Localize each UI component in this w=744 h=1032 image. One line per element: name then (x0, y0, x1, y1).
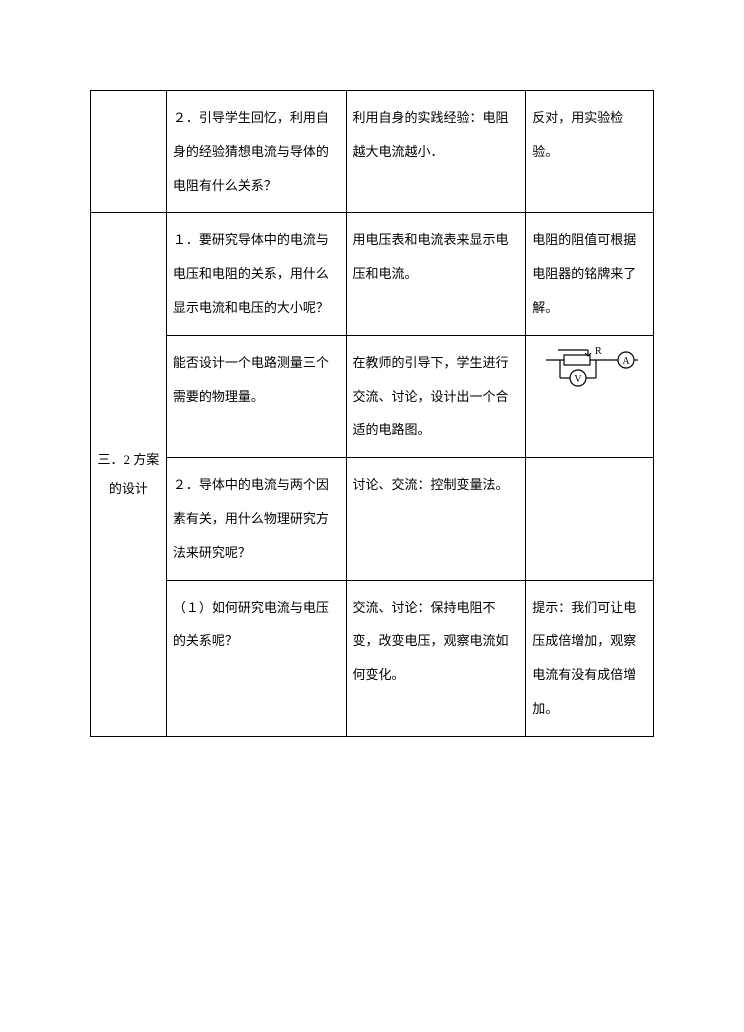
svg-text:R: R (595, 346, 602, 357)
teacher-activity-cell: １．要研究导体中的电流与电压和电阻的关系，用什么显示电流和电压的大小呢？ (166, 213, 346, 335)
circuit-diagram-cell: R A V (526, 335, 654, 457)
note-cell: 电阻的阻值可根据电阻器的铭牌来了解。 (526, 213, 654, 335)
student-activity-cell: 在教师的引导下，学生进行交流、讨论，设计出一个合适的电路图。 (346, 335, 526, 457)
teacher-activity-cell: （１）如何研究电流与电压的关系呢？ (166, 580, 346, 736)
circuit-diagram: R A V (540, 346, 640, 386)
student-activity-cell: 用电压表和电流表来显示电压和电流。 (346, 213, 526, 335)
table-row: （１）如何研究电流与电压的关系呢？ 交流、讨论：保持电阻不变，改变电压，观察电流… (91, 580, 654, 736)
student-activity-cell: 讨论、交流：控制变量法。 (346, 458, 526, 580)
teacher-activity-cell: ２．引导学生回忆，利用自身的经验猜想电流与导体的电阻有什么关系？ (166, 91, 346, 213)
table-row: ２．导体中的电流与两个因素有关，用什么物理研究方法来研究呢？ 讨论、交流：控制变… (91, 458, 654, 580)
section-label-cell: 三．2 方案的设计 (91, 213, 167, 736)
note-cell: 反对，用实验检验。 (526, 91, 654, 213)
section-label-cell (91, 91, 167, 213)
svg-text:A: A (622, 356, 630, 367)
note-cell (526, 458, 654, 580)
svg-text:V: V (574, 374, 582, 385)
teacher-activity-cell: ２．导体中的电流与两个因素有关，用什么物理研究方法来研究呢？ (166, 458, 346, 580)
student-activity-cell: 利用自身的实践经验：电阻越大电流越小． (346, 91, 526, 213)
note-cell: 提示：我们可让电压成倍增加，观察电流有没有成倍增加。 (526, 580, 654, 736)
page-container: ２．引导学生回忆，利用自身的经验猜想电流与导体的电阻有什么关系？ 利用自身的实践… (0, 0, 744, 737)
table-row: 三．2 方案的设计 １．要研究导体中的电流与电压和电阻的关系，用什么显示电流和电… (91, 213, 654, 335)
teacher-activity-cell: 能否设计一个电路测量三个需要的物理量。 (166, 335, 346, 457)
table-row: 能否设计一个电路测量三个需要的物理量。 在教师的引导下，学生进行交流、讨论，设计… (91, 335, 654, 457)
student-activity-cell: 交流、讨论：保持电阻不变，改变电压，观察电流如何变化。 (346, 580, 526, 736)
table-row: ２．引导学生回忆，利用自身的经验猜想电流与导体的电阻有什么关系？ 利用自身的实践… (91, 91, 654, 213)
lesson-plan-table: ２．引导学生回忆，利用自身的经验猜想电流与导体的电阻有什么关系？ 利用自身的实践… (90, 90, 654, 737)
